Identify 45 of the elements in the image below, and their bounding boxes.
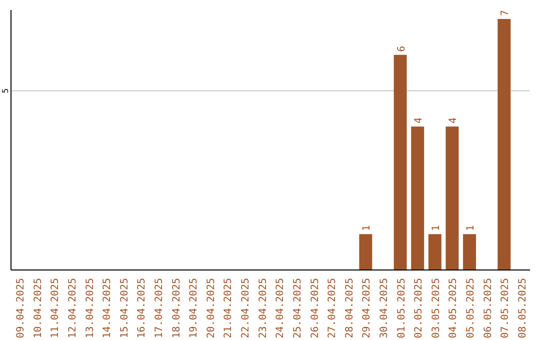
x-tick-label: 26.04.2025 <box>310 278 321 338</box>
data-label: 1 <box>430 225 442 232</box>
data-label: 1 <box>466 225 477 232</box>
x-tick-label: 11.04.2025 <box>50 278 62 338</box>
x-tick-label: 10.04.2025 <box>32 278 44 338</box>
x-tick-label: 22.04.2025 <box>240 278 252 338</box>
x-tick-label: 05.05.2025 <box>466 278 477 338</box>
x-tick-label: 19.04.2025 <box>188 278 200 338</box>
data-label: 4 <box>414 118 425 124</box>
bar <box>394 54 407 270</box>
x-tick-label: 04.05.2025 <box>448 278 460 338</box>
x-tick-label: 16.04.2025 <box>136 278 148 338</box>
bar <box>359 234 372 270</box>
x-tick-label: 02.05.2025 <box>414 278 425 338</box>
bar <box>446 126 459 270</box>
bar <box>411 126 424 270</box>
x-tick-label: 25.04.2025 <box>292 278 304 338</box>
x-tick-label: 06.05.2025 <box>482 278 494 338</box>
x-tick-label: 20.04.2025 <box>206 278 217 338</box>
x-tick-label: 09.04.2025 <box>16 278 27 338</box>
data-label: 1 <box>362 225 373 232</box>
x-tick-label: 24.04.2025 <box>275 278 286 338</box>
x-tick-label: 21.04.2025 <box>223 278 234 338</box>
x-tick-label: 08.05.2025 <box>517 278 528 338</box>
bar <box>428 234 442 270</box>
x-tick-label: 14.04.2025 <box>102 278 114 338</box>
x-tick-label: 29.04.2025 <box>362 278 373 338</box>
x-tick-label: 15.04.2025 <box>119 278 130 338</box>
x-tick-label: 17.04.2025 <box>154 278 166 338</box>
y-tick-label: 5 <box>1 88 10 94</box>
x-tick-label: 12.04.2025 <box>67 278 78 338</box>
data-label: 7 <box>500 10 512 16</box>
data-label: 4 <box>448 118 460 124</box>
x-tick-label: 13.04.2025 <box>84 278 96 338</box>
x-tick-label: 30.04.2025 <box>378 278 390 338</box>
bar <box>498 18 511 270</box>
x-tick-label: 07.05.2025 <box>500 278 512 338</box>
x-tick-label: 01.05.2025 <box>396 278 408 338</box>
x-tick-label: 28.04.2025 <box>344 278 356 338</box>
data-label: 6 <box>396 46 408 52</box>
x-tick-label: 23.04.2025 <box>258 278 269 338</box>
x-tick-label: 18.04.2025 <box>171 278 182 338</box>
x-tick-label: 27.04.2025 <box>327 278 338 338</box>
bar <box>463 234 476 270</box>
x-tick-label: 03.05.2025 <box>430 278 442 338</box>
